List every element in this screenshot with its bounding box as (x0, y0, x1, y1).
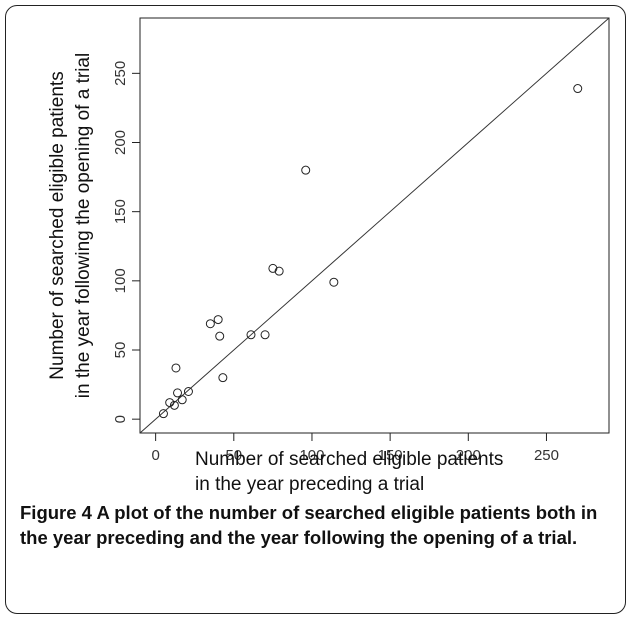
data-point (169, 400, 179, 410)
data-point (205, 319, 215, 329)
data-point (218, 373, 228, 383)
y-tick-label: 250 (112, 61, 129, 86)
data-point (573, 84, 583, 94)
y-axis-title-line: Number of searched eligible patients (47, 71, 68, 379)
x-tick-label: 150 (378, 447, 403, 464)
data-point (213, 315, 223, 325)
data-point (183, 387, 193, 396)
x-axis-title-line: Number of searched eligible patients (195, 449, 503, 470)
data-point (215, 331, 225, 341)
data-point (158, 409, 168, 419)
scatter-chart: 0 50 100 150 200 250 0 50 100 150 200 250 Number o… (47, 17, 610, 495)
identity-reference-line (139, 17, 610, 434)
y-tick-label: 150 (112, 199, 129, 224)
y-axis-title: Number of searched eligible patients in t… (47, 53, 94, 398)
y-tick-label: 0 (112, 415, 129, 423)
data-point (260, 330, 270, 340)
data-points (158, 84, 583, 419)
x-tick-label: 50 (225, 447, 242, 464)
x-tick-label: 200 (456, 447, 481, 464)
x-tick-label: 0 (151, 447, 159, 464)
data-point (268, 263, 278, 273)
x-axis-title: Number of searched eligible patients in t… (195, 449, 503, 495)
data-point (329, 277, 339, 287)
data-point (246, 330, 256, 340)
x-tick-label: 250 (534, 447, 559, 464)
figure-caption: Figure 4 A plot of the number of searche… (20, 500, 620, 550)
y-tick-label: 200 (112, 130, 129, 155)
caption-text: A plot of the number of searched eligibl… (20, 502, 598, 548)
figure-frame (5, 5, 626, 614)
data-point (173, 388, 183, 398)
x-axis-title-line: in the year preceding a trial (195, 474, 424, 495)
data-point (165, 398, 175, 408)
y-tick-label: 50 (112, 342, 129, 359)
data-point (177, 395, 187, 405)
caption-label: Figure 4 (20, 502, 92, 523)
data-point (171, 363, 181, 373)
data-point (274, 266, 284, 276)
y-axis: 0 50 100 150 200 250 (112, 61, 141, 423)
data-point (301, 165, 311, 175)
x-axis: 0 50 100 150 200 250 (151, 432, 559, 464)
y-axis-title-line: in the year following the opening of a t… (73, 53, 94, 398)
y-tick-label: 100 (112, 268, 129, 293)
x-tick-label: 100 (299, 447, 324, 464)
